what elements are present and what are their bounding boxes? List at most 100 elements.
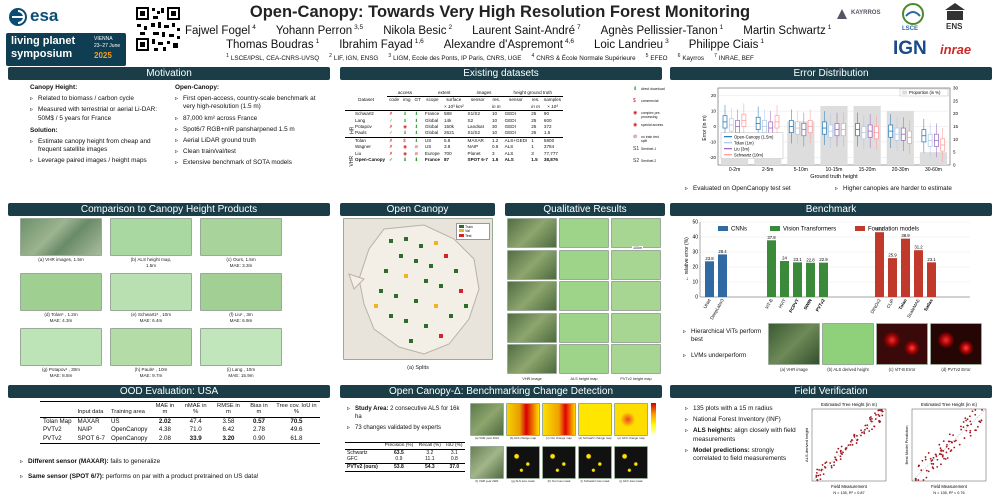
open-canopy-bullet: Clean train/val/test [175, 148, 325, 156]
column-header: scope [426, 97, 439, 103]
loss-mask[interactable] [578, 446, 612, 479]
ood-column-header [40, 401, 75, 418]
change-map[interactable] [614, 403, 648, 436]
dataset-cell: Global [424, 117, 439, 123]
qual-pvt-map[interactable] [611, 218, 661, 248]
benchmark-thumbnail[interactable] [876, 323, 928, 365]
ood-header: OOD Evaluation: USA [8, 385, 330, 398]
change-map[interactable] [506, 403, 540, 436]
affiliations: 1 LSCE/IPSL, CEA-CNRS-UVSQ 2 LIF, IGN, ENSG… [200, 53, 790, 62]
qual-als-map[interactable] [559, 344, 609, 374]
motivation-right: Open-Canopy: First open-access, country-… [175, 84, 325, 168]
dataset-cell: ✗ [389, 124, 393, 130]
qual-pvt-map[interactable] [611, 312, 661, 343]
scatter-point [853, 433, 856, 436]
qual-als-map[interactable] [559, 218, 609, 248]
column-header: res. [531, 97, 540, 103]
dataset-cell: Tolan [345, 136, 388, 145]
split-tile [454, 269, 458, 273]
comparison-caption: (c) Ours, 1.5m [226, 257, 256, 262]
change-map[interactable] [542, 403, 576, 436]
comparison-map[interactable] [20, 218, 102, 256]
qual-als-map[interactable] [559, 249, 609, 280]
ood-row: PVTv2 NAIP OpenCanopy 4.38 71.0 6.42 2.78 49.6 [40, 426, 320, 435]
comparison-map[interactable] [20, 273, 102, 311]
column-header: GT [414, 97, 421, 103]
unit-header [502, 103, 530, 112]
qual-pvt-map[interactable] [611, 249, 661, 280]
error-note-2: Higher canopies are harder to estimate [835, 185, 952, 193]
comparison-map[interactable] [110, 273, 192, 311]
lps-dates: 23–27 June [94, 43, 121, 49]
scatter-point [977, 425, 979, 428]
bullet-text: National Forest Inventory (INF) [693, 416, 781, 424]
loss-mask[interactable] [614, 446, 648, 479]
y2-tick-label: 20 [953, 111, 959, 116]
y2-tick-label: 10 [953, 137, 959, 142]
group-header-row: access extent images height ground truth [345, 90, 564, 98]
affil-text: LIGM, Ecole des Ponts, IP Paris, CNRS, U… [393, 55, 522, 63]
dataset-cell: Landsat [467, 124, 484, 130]
comparison-map[interactable] [200, 273, 282, 311]
bar-value: 25.9 [888, 253, 897, 258]
qual-vhr-image[interactable] [507, 249, 557, 280]
change-header-row: Precision (%) Recall (%) IoU (%) [345, 442, 465, 450]
poster-title: Open-Canopy: Towards Very High Resolutio… [249, 3, 751, 21]
scatter-ylabel: Best Model Prediction [904, 426, 909, 465]
benchmark-thumbnail[interactable] [768, 323, 820, 365]
dataset-cell: ALS+GEDI [502, 136, 530, 145]
comparison-map[interactable] [200, 328, 282, 366]
change-caption: (e) GFC change map [617, 436, 645, 440]
benchmark-thumbnail[interactable] [822, 323, 874, 365]
scatter-point [851, 443, 854, 446]
change-caption: (c) Our change map [546, 436, 572, 440]
scatter-point [863, 431, 865, 433]
open-canopy-bullet: 87,000 km² across France [175, 115, 325, 123]
lsce-wordmark: LSCE [902, 26, 919, 32]
loss-mask[interactable] [542, 446, 576, 479]
qual-pvt-map[interactable] [611, 281, 661, 311]
dataset-cell: ◉ [403, 150, 408, 156]
qr-code[interactable] [134, 5, 182, 53]
france-map-icon [348, 224, 480, 355]
loss-mask[interactable] [470, 446, 504, 479]
qual-vhr-image[interactable] [507, 344, 557, 374]
scatter-point [878, 415, 881, 417]
y-tick-label: 10 [711, 109, 717, 114]
bar-value: 43.2 [875, 227, 884, 232]
scatter-point [840, 452, 843, 455]
scatter-point [849, 443, 852, 446]
ood-column-header: Input data [74, 401, 108, 418]
qual-vhr-image[interactable] [507, 281, 557, 311]
qual-pvt-map[interactable] [611, 344, 661, 374]
france-splits-map[interactable]: Train Val Test [343, 218, 493, 360]
comparison-map[interactable] [110, 218, 192, 256]
comparison-map[interactable] [200, 218, 282, 256]
qual-als-map[interactable] [559, 281, 609, 311]
loss-mask[interactable] [506, 446, 540, 479]
benchmark-thumbnail[interactable] [930, 323, 982, 365]
dataset-cell: S1/S2 [467, 111, 481, 117]
change-map[interactable] [578, 403, 612, 436]
bar-label: DINOv2 [870, 298, 883, 315]
comparison-mae: MAE: 4.3m [49, 317, 73, 323]
scatter-point [860, 434, 862, 437]
lps-line1: living planet [11, 35, 76, 47]
comparison-map[interactable] [110, 328, 192, 366]
ood-cell: 2.02 [158, 417, 171, 425]
change-map[interactable] [470, 403, 504, 436]
qual-als-map[interactable] [559, 312, 609, 343]
dataset-cell: ◉ [403, 144, 408, 150]
affil-text: LSCE/IPSL, CEA-CNRS-UVSQ [230, 55, 320, 63]
qual-vhr-image[interactable] [507, 312, 557, 343]
qual-vhr-image[interactable] [507, 218, 557, 248]
y-tick-label: 20 [692, 265, 698, 271]
author-name: Thomas Boudras [226, 38, 314, 51]
dataset-cell: Liu [355, 150, 362, 156]
y-tick-label: 40 [692, 235, 698, 241]
comparison-map[interactable] [20, 328, 102, 366]
bullet-bold: Model predictions: [693, 446, 750, 454]
solution-heading: Solution: [30, 126, 58, 134]
dataset-cell: 3 [531, 150, 534, 156]
dataset-cell: 150k [443, 124, 454, 130]
